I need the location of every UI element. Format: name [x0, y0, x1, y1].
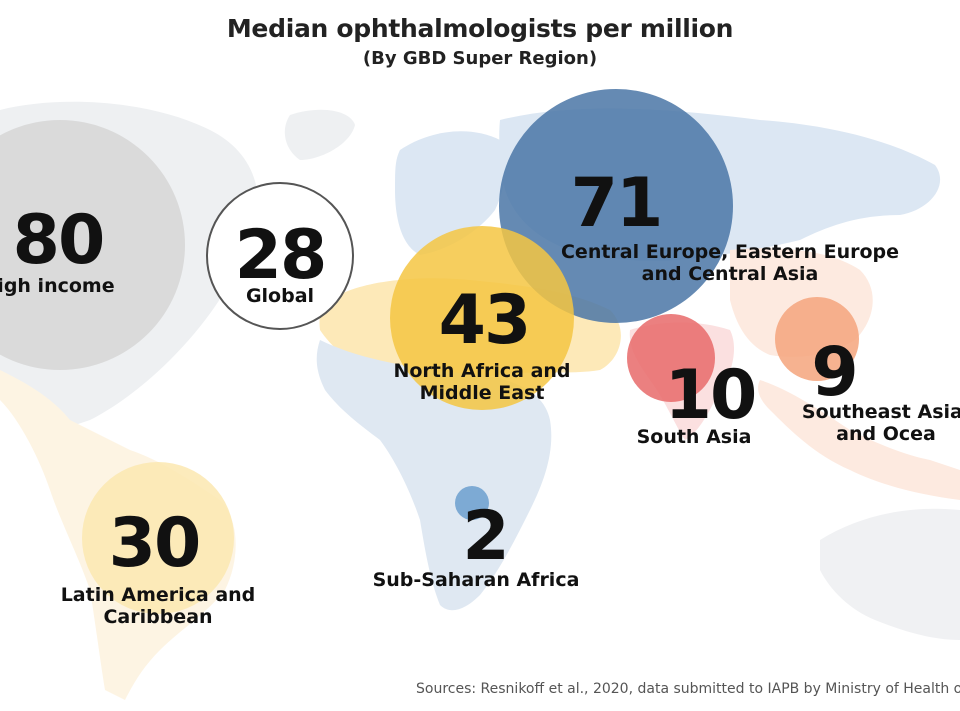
region-value-north-africa: 43 — [438, 281, 532, 360]
bubble-sub-saharan — [455, 486, 489, 520]
region-value-sub-saharan: 2 — [462, 497, 509, 576]
page-subtitle: (By GBD Super Region) — [362, 48, 598, 69]
region-label-high-income: High income — [0, 275, 115, 297]
region-label-global: Global — [245, 285, 315, 307]
region-value-global: 28 — [234, 216, 328, 295]
australia-shape — [820, 508, 960, 640]
page-title: Median ophthalmologists per million — [226, 14, 734, 43]
source-note: Sources: Resnikoff et al., 2020, data su… — [416, 681, 960, 697]
bubbles — [0, 89, 859, 614]
bubble-south-asia — [627, 314, 715, 402]
region-value-southeast-asia: 9 — [811, 333, 858, 412]
region-value-high-income: 80 — [12, 201, 106, 280]
region-label-north-africa: North Africa and Middle East — [393, 360, 571, 404]
region-label-south-asia: South Asia — [636, 426, 752, 448]
bubble-central-europe — [499, 89, 733, 323]
region-label-southeast-asia: Southeast Asia, and Ocea — [801, 401, 960, 445]
region-label-central-europe: Central Europe, Eastern Europe and Centr… — [560, 241, 900, 285]
region-label-sub-saharan: Sub-Saharan Africa — [372, 569, 580, 591]
bubble-latin-america — [82, 462, 234, 614]
bubble-high-income — [0, 120, 185, 370]
europe-shape — [395, 131, 506, 255]
region-value-south-asia: 10 — [664, 356, 758, 435]
southeast-asia-shape — [758, 380, 960, 500]
greenland-shape — [284, 109, 355, 160]
bubble-southeast-asia — [775, 297, 859, 381]
region-value-latin-america: 30 — [108, 504, 202, 583]
bubble-north-africa — [390, 226, 574, 410]
region-value-central-europe: 71 — [570, 164, 664, 243]
region-label-latin-america: Latin America and Caribbean — [60, 584, 256, 628]
bubble-global — [206, 182, 354, 330]
